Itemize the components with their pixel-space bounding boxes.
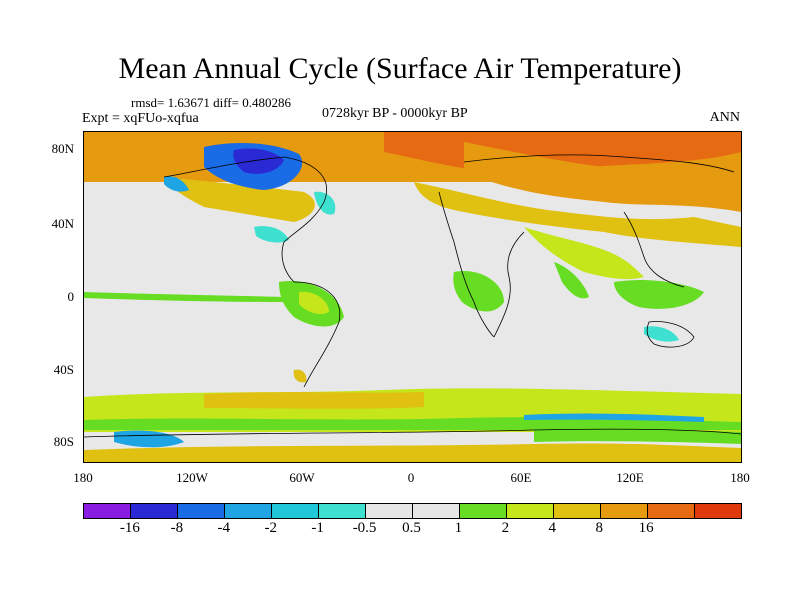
lon-label-120w: 120W — [176, 470, 208, 485]
legend-box — [695, 504, 741, 518]
legend-label: 4 — [548, 520, 557, 536]
maritime-continent-green — [614, 280, 704, 309]
antarctica-warm — [84, 443, 741, 462]
temperature-anomaly-map — [84, 132, 741, 462]
n-america-warm — [164, 177, 315, 222]
lon-label-0: 0 — [407, 470, 415, 485]
lat-label-0: 0 — [67, 289, 75, 304]
experiment-label: Expt = xqFUo-xqfua — [82, 111, 199, 126]
lon-label-180w: 180 — [73, 470, 93, 485]
amazon-lime — [299, 291, 329, 315]
australia-cold — [644, 326, 679, 342]
legend-box — [178, 504, 225, 518]
color-legend — [83, 503, 742, 519]
legend-box — [507, 504, 554, 518]
legend-label: 8 — [595, 520, 603, 536]
legend-label: 0.5 — [402, 520, 421, 536]
coastlines — [84, 154, 741, 438]
period-label: 0728kyr BP - 0000kyr BP — [322, 106, 468, 121]
plot-title: Mean Annual Cycle (Surface Air Temperatu… — [118, 52, 682, 85]
legend-box — [648, 504, 695, 518]
asia-lime — [524, 227, 644, 280]
legend-label: 1 — [454, 520, 463, 536]
legend-box — [84, 504, 131, 518]
legend-box — [366, 504, 413, 518]
legend-label: -0.5 — [352, 520, 377, 536]
legend-label: -16 — [119, 520, 140, 536]
legend-label: -1 — [311, 520, 324, 536]
alaska-cold — [164, 176, 189, 192]
legend-label: -4 — [217, 520, 231, 536]
lat-label-80s: 80S — [53, 434, 74, 449]
antarctic-cold-strip — [524, 413, 704, 422]
lon-label-120e: 120E — [616, 470, 644, 485]
lon-label-180e: 180 — [730, 470, 750, 485]
lat-label-40s: 40S — [53, 362, 74, 377]
legend-label: 16 — [638, 520, 654, 536]
legend-box — [319, 504, 366, 518]
legend-label: -8 — [170, 520, 184, 536]
canada-dark-cold — [233, 148, 284, 174]
legend-box — [554, 504, 601, 518]
lat-label-40n: 40N — [51, 216, 74, 231]
legend-box — [413, 504, 460, 518]
antarctica-green — [534, 428, 741, 444]
southern-ocean-yellow — [204, 392, 424, 409]
south-america-yellow — [293, 369, 307, 383]
season-label: ANN — [709, 110, 740, 125]
map-panel — [83, 131, 742, 463]
legend-box — [601, 504, 648, 518]
africa-green — [453, 271, 504, 312]
legend-label: 2 — [501, 520, 510, 536]
lon-label-60w: 60W — [289, 470, 315, 485]
stats-text: rmsd= 1.63671 diff= 0.480286 — [131, 95, 291, 110]
us-cold — [254, 226, 289, 243]
lat-label-80n: 80N — [51, 141, 74, 156]
southern-ocean-green — [84, 417, 741, 430]
siberia-warm — [464, 142, 741, 212]
legend-box — [460, 504, 507, 518]
labrador-cold — [314, 191, 336, 215]
eurasia-yellow — [414, 182, 741, 247]
legend-label: -2 — [264, 520, 277, 536]
lon-label-60e: 60E — [510, 470, 532, 485]
legend-box — [131, 504, 178, 518]
antarctica-cold-patch — [114, 430, 184, 448]
legend-box — [272, 504, 319, 518]
india-green — [554, 262, 589, 299]
equatorial-green-band — [84, 292, 284, 302]
legend-box — [225, 504, 272, 518]
